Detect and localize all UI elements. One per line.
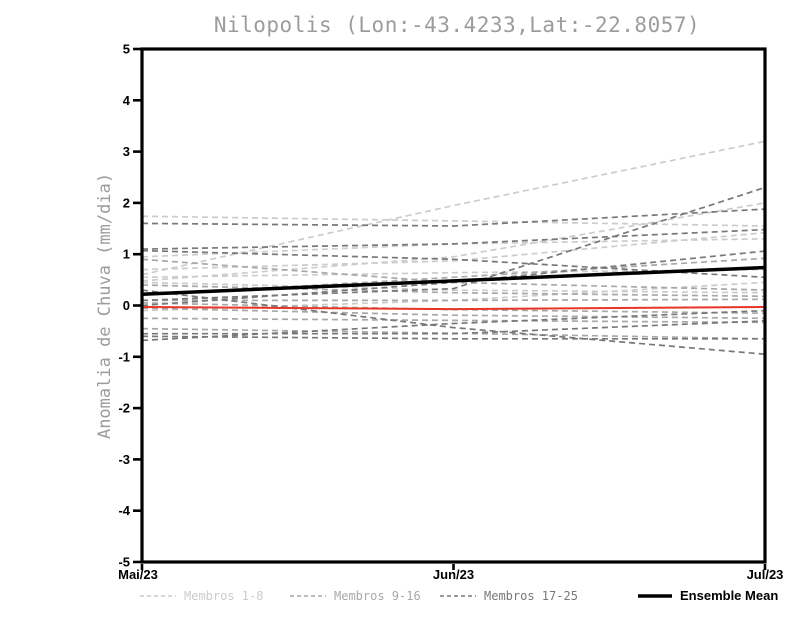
chart-title: Nilopolis (Lon:-43.4233,Lat:-22.8057) xyxy=(214,13,700,37)
y-tick-label: -4 xyxy=(118,503,130,518)
y-tick-label: 3 xyxy=(123,144,130,159)
y-tick-label: -2 xyxy=(118,401,130,416)
x-tick-label: Mai/23 xyxy=(118,567,158,582)
x-tick-label: Jul/23 xyxy=(747,567,784,582)
ensemble-member-19 xyxy=(141,186,766,302)
plot-frame xyxy=(140,47,767,564)
legend-label-members-1-8: Membros 1-8 xyxy=(184,589,263,603)
plot-frame-layer xyxy=(140,47,767,564)
ensemble-member-5 xyxy=(141,268,766,279)
y-tick-label: 5 xyxy=(123,42,130,57)
ensemble-member-1 xyxy=(141,215,766,227)
x-tick-label: Jun/23 xyxy=(433,567,474,582)
zero-anomaly-line xyxy=(141,306,766,311)
ensemble-member-21 xyxy=(141,289,766,356)
y-tick-label: 0 xyxy=(123,298,130,313)
y-tick-label: 4 xyxy=(123,93,131,108)
legend-label-members-17-25: Membros 17-25 xyxy=(484,589,578,603)
y-tick-label: -1 xyxy=(118,349,130,364)
legend-label-ensemble-mean: Ensemble Mean xyxy=(680,588,778,603)
ensemble-member-2 xyxy=(141,140,766,276)
ensemble-member-24 xyxy=(141,309,766,342)
ensemble-member-22 xyxy=(142,320,766,335)
ensemble-member-25 xyxy=(141,249,766,279)
ensemble-member-9 xyxy=(141,284,766,298)
ensemble-member-13 xyxy=(141,317,766,324)
y-tick-label: -5 xyxy=(118,555,130,570)
plot-lines-layer xyxy=(141,140,766,356)
ensemble-member-10 xyxy=(142,298,766,302)
ensemble-member-12 xyxy=(141,307,766,320)
ensemble-member-7 xyxy=(141,281,766,294)
ensemble-member-23 xyxy=(141,335,765,340)
ensemble-member-17 xyxy=(141,208,766,227)
y-tick-label: -3 xyxy=(118,452,130,467)
ensemble-mean-line xyxy=(141,265,766,296)
y-tick-label: 1 xyxy=(123,247,130,262)
y-tick-label: 2 xyxy=(123,195,130,210)
legend: Membros 1-8 Membros 9-16 Membros 17-25 E… xyxy=(140,588,778,603)
y-axis-label: Anomalia de Chuva (mm/dia) xyxy=(95,173,115,439)
ensemble-member-18 xyxy=(141,228,766,250)
legend-label-members-9-16: Membros 9-16 xyxy=(334,589,421,603)
